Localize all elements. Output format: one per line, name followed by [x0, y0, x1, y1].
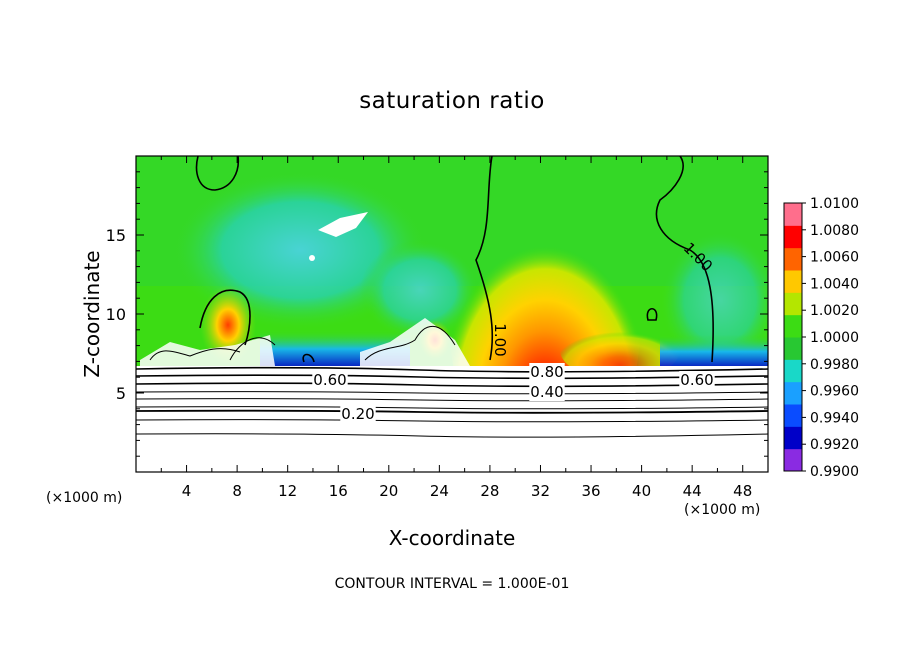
contour-label-background	[529, 383, 565, 401]
contour-label: 1.00	[491, 323, 509, 356]
x-tick-label: 36	[581, 482, 600, 500]
contour-label: 0.20	[341, 405, 374, 423]
chart-title: saturation ratio	[359, 88, 545, 114]
colorbar-label: 0.9920	[810, 437, 859, 453]
x-axis: 4 8 12 16 20 24 28 32 36 40 44 48	[160, 156, 752, 500]
x-tick-label: 44	[683, 482, 702, 500]
contour-label-background	[312, 371, 348, 389]
colorbar-swatch	[784, 337, 802, 360]
x-tick-label: 48	[733, 482, 752, 500]
x-tick-label: 28	[480, 482, 499, 500]
x-unit-label: (×1000 m)	[46, 490, 123, 506]
heatmap-field	[136, 156, 768, 472]
colorbar-label: 1.0040	[810, 276, 859, 292]
colorbar-swatch	[784, 225, 802, 249]
colorbar-swatch	[784, 203, 802, 226]
contour-label: 0.80	[530, 363, 563, 381]
colorbar-swatch	[784, 247, 802, 271]
x-tick-label: 20	[379, 482, 398, 500]
colorbar-label: 1.0100	[810, 196, 859, 212]
colorbar: 1.0100 1.0080 1.0060 1.0040 1.0020 1.0000 0.99…	[783, 196, 859, 480]
colorbar-label: 0.9900	[810, 464, 859, 480]
colorbar-swatch	[784, 448, 802, 472]
y-tick-label: 5	[116, 384, 126, 403]
y-unit-label: (×1000 m)	[684, 502, 761, 518]
x-tick-label: 32	[531, 482, 550, 500]
colorbar-swatch	[784, 426, 802, 450]
x-tick-label: 16	[329, 482, 348, 500]
colorbar-label: 1.0000	[810, 330, 859, 346]
contour-label: 0.40	[530, 383, 563, 401]
colorbar-label: 0.9940	[810, 410, 859, 426]
colorbar-swatch	[784, 292, 802, 316]
y-axis: 5 10 15	[106, 171, 768, 457]
colorbar-swatch	[784, 359, 802, 383]
x-tick-label: 40	[632, 482, 651, 500]
contour-label-background	[529, 363, 565, 381]
contour-label: 0.60	[313, 371, 346, 389]
colorbar-label: 1.0020	[810, 303, 859, 319]
y-axis-label: Z-coordinate	[80, 250, 104, 378]
colorbar-swatch	[784, 270, 802, 293]
colorbar-swatch	[784, 381, 802, 405]
contour-label: 0.60	[680, 371, 713, 389]
colorbar-label: 0.9980	[810, 357, 859, 373]
x-axis-label: X-coordinate	[388, 526, 516, 550]
colorbar-swatch	[784, 314, 802, 338]
y-tick-label: 15	[106, 226, 126, 245]
y-tick-label: 10	[106, 305, 126, 324]
contour-interval-note: CONTOUR INTERVAL = 1.000E-01	[334, 576, 570, 592]
x-tick-label: 8	[232, 482, 242, 500]
colorbar-label: 0.9960	[810, 384, 859, 400]
colorbar-swatch	[784, 404, 802, 427]
x-tick-label: 12	[278, 482, 297, 500]
x-tick-label: 24	[430, 482, 449, 500]
colorbar-label: 1.0080	[810, 223, 859, 239]
x-tick-label: 4	[182, 482, 192, 500]
contour-label-background	[340, 405, 376, 423]
colorbar-label: 1.0060	[810, 250, 859, 266]
contour-label-background	[679, 371, 715, 389]
